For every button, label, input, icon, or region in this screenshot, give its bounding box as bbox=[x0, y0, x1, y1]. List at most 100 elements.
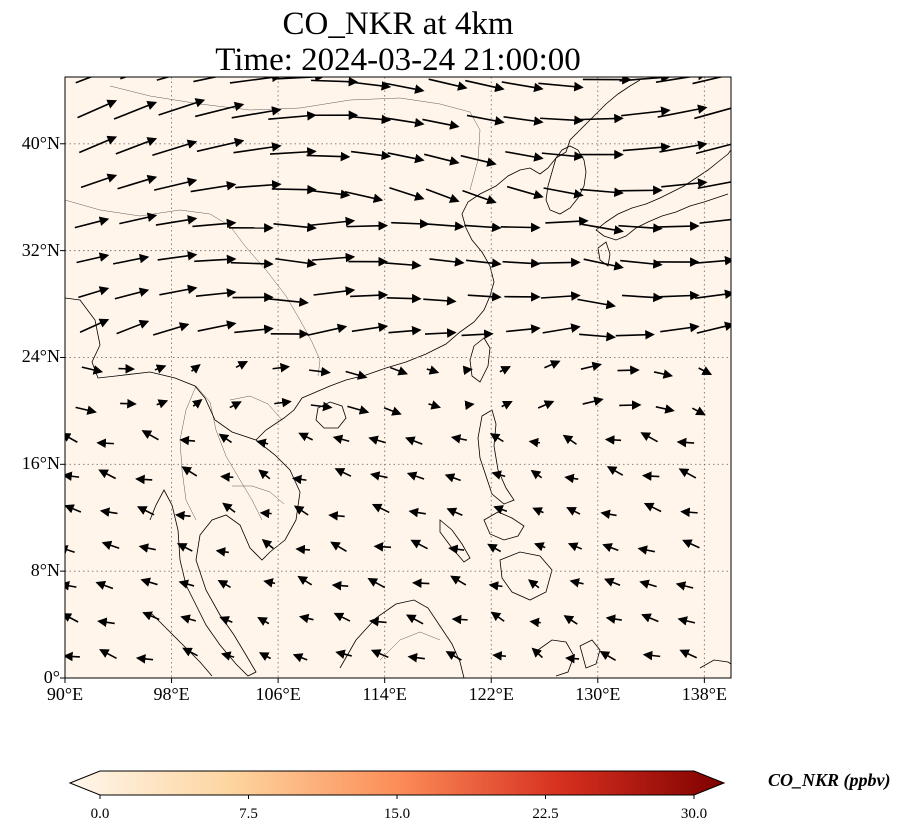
wind-arrow bbox=[541, 151, 584, 161]
wind-arrow bbox=[389, 366, 408, 376]
wind-arrow bbox=[334, 468, 352, 477]
wind-arrow bbox=[275, 257, 317, 268]
wind-arrow bbox=[230, 259, 274, 269]
wind-arrow bbox=[298, 432, 314, 442]
wind-arrow bbox=[566, 507, 581, 516]
wind-arrow bbox=[621, 292, 663, 303]
wind-arrow bbox=[367, 578, 386, 589]
wind-arrow bbox=[81, 365, 104, 375]
wind-arrow bbox=[79, 318, 110, 333]
wind-arrow bbox=[74, 216, 110, 229]
wind-arrow bbox=[197, 320, 237, 332]
wind-arrow bbox=[659, 140, 708, 153]
wind-arrow bbox=[219, 616, 233, 625]
wind-arrow bbox=[156, 77, 171, 81]
lat-tick-label: 32°N bbox=[21, 239, 60, 260]
wind-arrow bbox=[600, 509, 617, 520]
wind-arrow bbox=[577, 298, 616, 310]
wind-arrow bbox=[385, 117, 425, 128]
wind-arrow bbox=[660, 322, 700, 333]
wind-arrow bbox=[461, 329, 494, 340]
wind-arrow bbox=[263, 578, 276, 588]
wind-arrow bbox=[464, 222, 502, 233]
wind-arrow bbox=[268, 297, 309, 307]
wind-arrow bbox=[310, 401, 333, 412]
wind-arrow bbox=[533, 542, 546, 552]
wind-arrow bbox=[229, 401, 242, 410]
wind-arrow bbox=[190, 181, 237, 193]
wind-arrow bbox=[501, 400, 513, 410]
wind-arrow bbox=[580, 361, 602, 372]
wind-arrow bbox=[235, 180, 282, 190]
wind-arrow bbox=[564, 473, 579, 484]
wind-arrow bbox=[78, 135, 118, 154]
wind-arrow bbox=[256, 438, 269, 448]
wind-arrow bbox=[140, 577, 158, 587]
wind-arrow bbox=[350, 290, 389, 301]
wind-arrow bbox=[539, 257, 581, 268]
wind-arrow bbox=[234, 324, 274, 335]
wind-arrow bbox=[506, 324, 541, 334]
wind-arrow bbox=[677, 616, 696, 626]
wind-arrow bbox=[583, 258, 624, 271]
wind-arrow bbox=[332, 434, 350, 444]
wind-arrow bbox=[328, 511, 345, 521]
wind-arrow bbox=[174, 510, 191, 521]
lat-tick-label: 16°N bbox=[21, 453, 60, 474]
wind-arrow bbox=[615, 329, 655, 340]
wind-arrow bbox=[273, 222, 317, 233]
wind-arrow bbox=[233, 142, 282, 154]
wind-arrow bbox=[410, 539, 428, 550]
wind-arrow bbox=[424, 153, 460, 166]
lat-tick-marks bbox=[60, 143, 65, 679]
wind-arrow bbox=[406, 471, 425, 481]
wind-arrow bbox=[383, 82, 425, 94]
wind-arrow bbox=[655, 221, 700, 231]
wind-arrow bbox=[465, 79, 505, 93]
wind-arrow bbox=[75, 405, 97, 415]
wind-arrow bbox=[258, 469, 271, 480]
wind-arrow bbox=[682, 539, 700, 549]
wind-arrow bbox=[694, 107, 731, 120]
wind-arrow bbox=[370, 471, 388, 481]
wind-arrow bbox=[411, 578, 430, 588]
wind-arrow bbox=[637, 545, 656, 555]
wind-arrow bbox=[462, 189, 497, 205]
wind-arrow bbox=[113, 101, 158, 120]
wind-arrow bbox=[405, 614, 424, 625]
wind-arrow bbox=[298, 613, 314, 624]
map-frame bbox=[64, 76, 732, 679]
wind-arrow bbox=[579, 331, 617, 342]
wind-arrow bbox=[97, 617, 115, 628]
wind-arrow bbox=[135, 474, 153, 485]
lon-tick-label: 122°E bbox=[468, 684, 514, 704]
wind-arrow bbox=[532, 507, 544, 516]
wind-arrow bbox=[693, 255, 731, 266]
lat-tick-label: 40°N bbox=[21, 132, 60, 153]
wind-arrow bbox=[467, 291, 502, 302]
wind-arrow bbox=[313, 286, 356, 296]
wind-arrow bbox=[351, 322, 389, 333]
wind-arrow bbox=[257, 617, 270, 626]
wind-arrow bbox=[692, 406, 706, 416]
wind-arrow bbox=[179, 435, 196, 446]
wind-arrow bbox=[465, 258, 502, 268]
colorbar-tick-label: 0.0 bbox=[90, 806, 110, 822]
wind-arrow bbox=[137, 506, 155, 516]
wind-arrow bbox=[545, 216, 589, 227]
wind-arrow bbox=[159, 284, 198, 296]
wind-arrow bbox=[676, 437, 695, 448]
coastlines bbox=[65, 79, 731, 678]
wind-arrow bbox=[692, 77, 724, 85]
wind-arrow bbox=[65, 545, 75, 555]
wind-arrow bbox=[493, 505, 508, 515]
wind-arrow bbox=[99, 649, 117, 659]
wind-arrow bbox=[155, 215, 198, 226]
wind-arrow bbox=[429, 257, 465, 267]
wind-arrow bbox=[269, 147, 317, 157]
wind-arrow bbox=[639, 579, 657, 589]
wind-arrow bbox=[95, 580, 114, 590]
wind-arrow bbox=[135, 654, 154, 664]
wind-arrow bbox=[694, 289, 731, 300]
wind-arrow bbox=[220, 651, 235, 661]
